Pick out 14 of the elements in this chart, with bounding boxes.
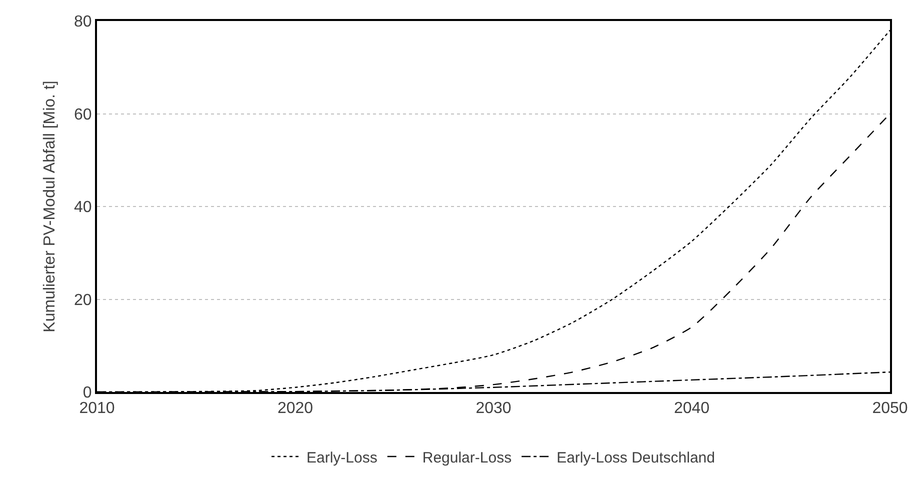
x-tick-label: 2040 xyxy=(674,400,710,418)
y-tick-label: 80 xyxy=(74,14,92,31)
legend-label: Early-Loss Deutschland xyxy=(556,449,715,466)
x-tick-label: 2030 xyxy=(476,400,512,418)
y-axis-title: Kumulierter PV-Modul Abfall [Mio. t] xyxy=(41,80,58,332)
legend-label: Early-Loss xyxy=(306,449,378,466)
y-tick-label: 20 xyxy=(74,292,92,309)
x-tick-label: 2010 xyxy=(79,400,115,418)
x-tick-label: 2020 xyxy=(277,400,314,418)
y-tick-label: 0 xyxy=(82,384,92,402)
legend-label: Regular-Loss xyxy=(422,449,512,466)
y-tick-label: 40 xyxy=(74,199,92,216)
x-tick-label: 2050 xyxy=(872,400,908,418)
y-tick-label: 60 xyxy=(74,106,92,124)
